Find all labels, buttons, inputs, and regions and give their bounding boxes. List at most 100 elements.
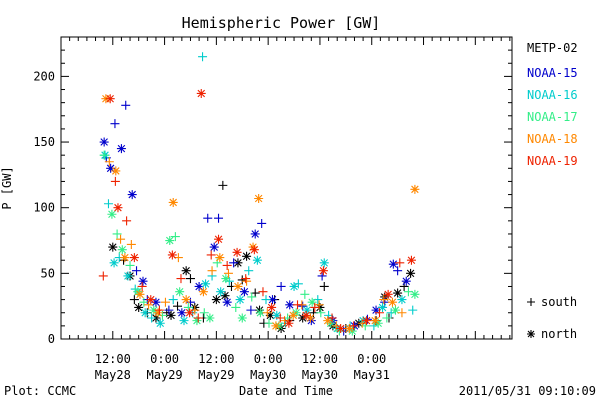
y-tick-label: 200 (33, 69, 55, 83)
north-point (307, 297, 317, 307)
north-point (123, 271, 133, 281)
north-point (301, 310, 311, 320)
legend-south-marker (527, 298, 535, 306)
series-noaa-15 (99, 100, 411, 336)
north-point (167, 250, 177, 260)
south-point (173, 301, 183, 311)
north-point (305, 313, 315, 323)
legend-north-marker (527, 330, 535, 338)
north-point (211, 295, 221, 305)
south-point (199, 308, 209, 318)
south-point (112, 229, 122, 239)
north-point (250, 229, 260, 239)
north-point (149, 305, 159, 315)
north-point (336, 323, 346, 333)
south-point (203, 213, 213, 223)
footer-timestamp: 2011/05/31 09:10:09 (459, 384, 596, 398)
south-point (293, 300, 303, 310)
north-point (401, 276, 411, 286)
x-tick-time-label: 12:00 (302, 352, 338, 366)
x-tick-date-label: May30 (250, 368, 286, 382)
legend-entry: NOAA-19 (527, 154, 578, 168)
south-point (258, 287, 268, 297)
north-point (271, 321, 281, 331)
south-point (110, 176, 120, 186)
north-point (175, 287, 185, 297)
y-tick-label: 100 (33, 201, 55, 215)
north-point (127, 190, 137, 200)
north-point (371, 305, 381, 315)
north-point (116, 144, 126, 154)
north-point (267, 302, 277, 312)
legend-entry: NOAA-17 (527, 110, 578, 124)
y-tick-label: 50 (41, 266, 55, 280)
legend-marker-label: south (541, 295, 577, 309)
south-point (257, 218, 267, 228)
x-axis-label: Date and Time (239, 384, 333, 398)
north-point (344, 323, 354, 333)
north-point (406, 255, 416, 265)
south-point (395, 258, 405, 268)
north-point (135, 289, 145, 299)
south-point (393, 266, 403, 276)
north-point (165, 236, 175, 246)
south-point (300, 289, 310, 299)
north-point (393, 288, 403, 298)
north-point (138, 276, 148, 286)
north-point (383, 289, 393, 299)
north-point (235, 295, 245, 305)
south-point (327, 313, 337, 323)
north-point (205, 313, 215, 323)
north-point (255, 305, 265, 315)
north-point (209, 242, 219, 252)
north-point (406, 268, 416, 278)
north-point (323, 316, 333, 326)
north-point (196, 88, 206, 98)
south-point (319, 281, 329, 291)
y-tick-label: 150 (33, 135, 55, 149)
north-point (272, 310, 282, 320)
south-point (98, 271, 108, 281)
legend: METP-02 NOAA-15 NOAA-16 NOAA-17 NOAA-18 NOAA-… (527, 41, 578, 341)
north-point (214, 234, 224, 244)
x-axis: 12:00 May28 0:00 May29 12:00 May29 0:00 May30 12… (69, 37, 511, 382)
south-point (247, 292, 257, 302)
north-point (181, 295, 191, 305)
north-point (222, 297, 232, 307)
north-point (410, 289, 420, 299)
north-point (146, 295, 156, 305)
south-point (246, 305, 256, 315)
south-point (222, 260, 232, 270)
south-point (170, 232, 180, 242)
south-point (176, 274, 186, 284)
north-point (220, 291, 230, 301)
south-point (126, 239, 136, 249)
north-point (134, 302, 144, 312)
legend-entry: NOAA-16 (527, 88, 578, 102)
y-tick-label: 0 (48, 332, 55, 346)
south-point (214, 213, 224, 223)
north-point (129, 253, 139, 263)
south-point (382, 313, 392, 323)
south-point (139, 297, 149, 307)
x-tick-time-label: 0:00 (357, 352, 386, 366)
south-point (293, 279, 303, 289)
south-point (264, 318, 274, 328)
south-point (160, 297, 170, 307)
north-point (107, 209, 117, 219)
south-point (244, 266, 254, 276)
south-point (229, 258, 239, 268)
south-point (147, 313, 157, 323)
south-point (379, 295, 389, 305)
north-point (185, 308, 195, 318)
north-point (265, 310, 275, 320)
north-point (249, 245, 259, 255)
south-point (408, 305, 418, 315)
south-point (316, 308, 326, 318)
south-point (122, 216, 132, 226)
series-noaa-19 (98, 88, 416, 333)
north-point (166, 310, 176, 320)
south-point (104, 157, 114, 167)
north-point (215, 253, 225, 263)
north-point (113, 203, 123, 213)
